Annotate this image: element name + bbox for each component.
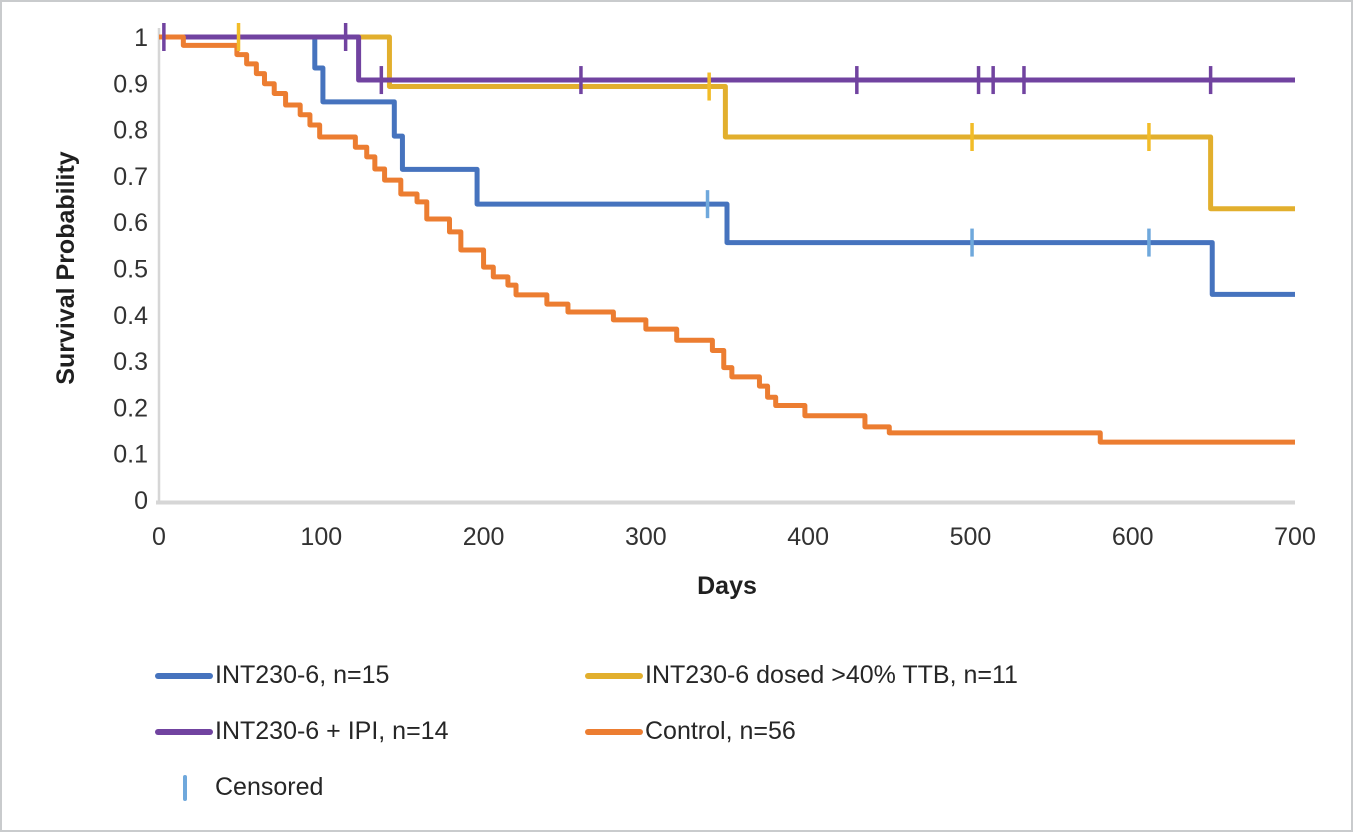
y-axis-title: Survival Probability bbox=[52, 151, 80, 385]
x-tick-label: 600 bbox=[1112, 523, 1154, 551]
x-tick-label: 0 bbox=[152, 523, 166, 551]
y-tick-label: 0.9 bbox=[113, 70, 148, 98]
survival-curves bbox=[159, 34, 1295, 445]
x-tick-label: 400 bbox=[787, 523, 829, 551]
tick-labels: 0 0.1 0.2 0.3 0.4 0.5 0.6 0.7 0.8 0.9 1 0 100 200 300 4… bbox=[113, 24, 1316, 551]
legend-line-swatch bbox=[155, 672, 215, 679]
legend-line-swatch bbox=[585, 672, 645, 679]
y-tick-label: 0.5 bbox=[113, 256, 148, 284]
survival-curve-2 bbox=[159, 34, 1295, 212]
legend-label: Censored bbox=[215, 773, 324, 801]
y-tick-label: 0.1 bbox=[113, 441, 148, 469]
censored-tick-icon bbox=[155, 774, 215, 801]
legend: INT230-6, n=15 INT230-6 dosed >40% TTB, n… bbox=[155, 659, 1255, 804]
x-tick-label: 500 bbox=[950, 523, 992, 551]
censor-marks bbox=[162, 23, 1213, 257]
y-tick-label: 0.8 bbox=[113, 117, 148, 145]
y-tick-label: 0.4 bbox=[113, 302, 148, 330]
x-tick-label: 700 bbox=[1274, 523, 1316, 551]
x-tick-label: 200 bbox=[463, 523, 505, 551]
swatch bbox=[585, 728, 643, 735]
y-tick-label: 1 bbox=[134, 24, 148, 52]
survival-curve-4 bbox=[159, 34, 1295, 445]
swatch bbox=[155, 728, 213, 735]
legend-label: INT230-6 dosed >40% TTB, n=11 bbox=[645, 661, 1018, 689]
x-axis-title: Days bbox=[697, 572, 757, 600]
legend-line-swatch bbox=[155, 728, 215, 735]
axes bbox=[156, 28, 1295, 505]
swatch bbox=[155, 672, 213, 679]
x-tick-label: 300 bbox=[625, 523, 667, 551]
legend-item: Control, n=56 bbox=[585, 715, 1255, 748]
swatch bbox=[183, 774, 187, 801]
y-tick-label: 0.3 bbox=[113, 348, 148, 376]
survival-curve-1 bbox=[159, 34, 1295, 297]
legend-item: INT230-6, n=15 bbox=[155, 659, 585, 692]
legend-item: INT230-6 dosed >40% TTB, n=11 bbox=[585, 659, 1255, 692]
y-tick-label: 0.6 bbox=[113, 209, 148, 237]
legend-label: INT230-6 + IPI, n=14 bbox=[215, 717, 449, 745]
swatch bbox=[585, 672, 643, 679]
legend-label: Control, n=56 bbox=[645, 717, 796, 745]
y-tick-label: 0 bbox=[134, 487, 148, 515]
survival-curve-3 bbox=[159, 34, 1295, 83]
x-tick-label: 100 bbox=[300, 523, 342, 551]
legend-item: INT230-6 + IPI, n=14 bbox=[155, 715, 585, 748]
legend-item: Censored bbox=[155, 771, 585, 804]
legend-label: INT230-6, n=15 bbox=[215, 661, 390, 689]
y-tick-label: 0.2 bbox=[113, 394, 148, 422]
y-tick-label: 0.7 bbox=[113, 163, 148, 191]
legend-line-swatch bbox=[585, 728, 645, 735]
